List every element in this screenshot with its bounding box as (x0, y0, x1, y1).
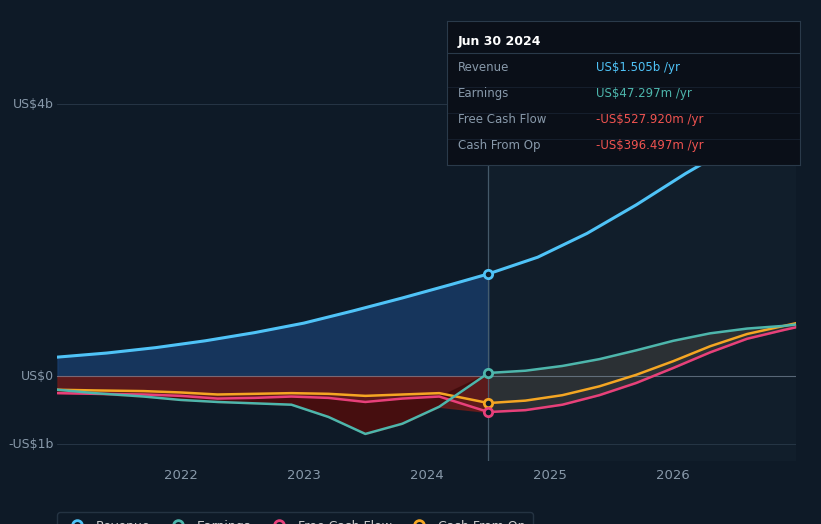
Text: Cash From Op: Cash From Op (458, 139, 540, 152)
Text: -US$396.497m /yr: -US$396.497m /yr (596, 139, 704, 152)
Text: Jun 30 2024: Jun 30 2024 (458, 36, 542, 48)
Text: US$1.505b /yr: US$1.505b /yr (596, 61, 680, 74)
Text: Free Cash Flow: Free Cash Flow (458, 113, 547, 126)
Text: Analysts Forecasts: Analysts Forecasts (496, 91, 612, 104)
Text: US$4b: US$4b (13, 98, 54, 111)
Text: Revenue: Revenue (458, 61, 509, 74)
Text: -US$527.920m /yr: -US$527.920m /yr (596, 113, 704, 126)
Bar (488, 84, 796, 461)
Text: US$47.297m /yr: US$47.297m /yr (596, 87, 691, 100)
Text: -US$1b: -US$1b (8, 438, 54, 451)
Legend: Revenue, Earnings, Free Cash Flow, Cash From Op: Revenue, Earnings, Free Cash Flow, Cash … (57, 512, 533, 524)
Text: US$0: US$0 (21, 369, 54, 383)
Text: Past: Past (455, 91, 481, 104)
Text: Earnings: Earnings (458, 87, 509, 100)
